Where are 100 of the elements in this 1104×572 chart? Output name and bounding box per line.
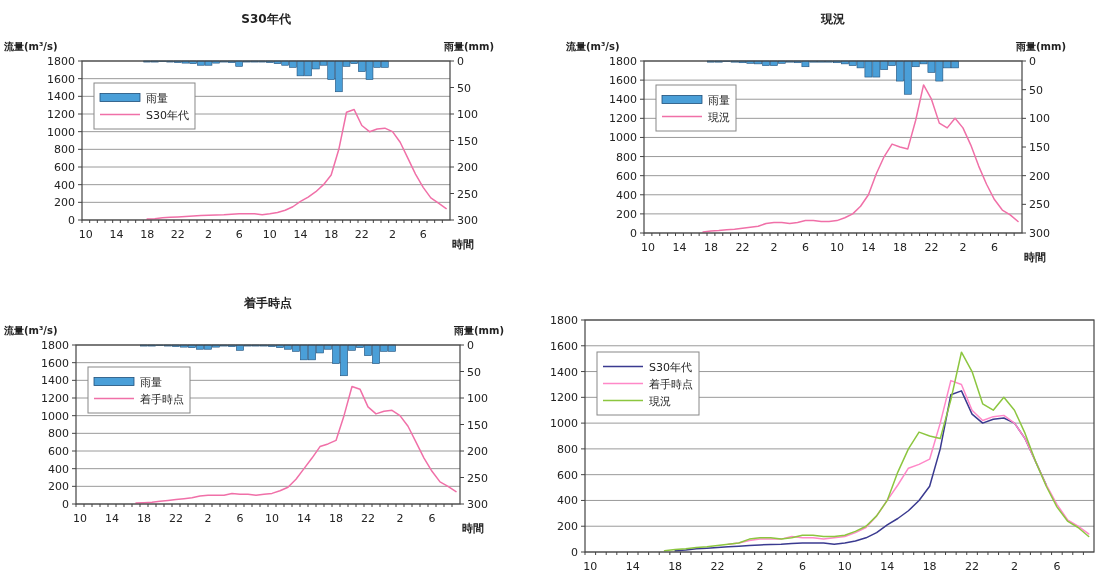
- y-tick-label: 1000: [47, 125, 75, 139]
- x-tick-label: 18: [892, 241, 907, 254]
- y2-tick-label: 300: [1029, 227, 1050, 240]
- x-tick-label: 10: [640, 241, 655, 254]
- y-tick-label: 1200: [550, 391, 578, 405]
- y-tick-label: 1200: [47, 108, 75, 121]
- x-tick-label: 2: [756, 560, 764, 572]
- y2-tick-label: 100: [457, 108, 478, 121]
- x-tick-label: 10: [583, 560, 598, 572]
- y-tick-label: 400: [557, 494, 578, 508]
- y2-tick-label: 100: [467, 392, 488, 405]
- x-tick-label: 14: [105, 512, 119, 525]
- x-tick-label: 6: [801, 241, 809, 254]
- y-tick-label: 1400: [550, 365, 578, 379]
- x-tick-label: 2: [204, 512, 212, 525]
- x-tick-label: 6: [419, 228, 427, 241]
- y2-tick-label: 0: [467, 339, 474, 352]
- y-tick-label: 1800: [47, 55, 75, 68]
- y-tick-label: 800: [48, 427, 69, 441]
- x-tick-label: 14: [672, 241, 687, 254]
- legend-label: 雨量: [140, 375, 162, 389]
- y-tick-label: 1600: [609, 74, 637, 88]
- y2-tick-label: 100: [1029, 112, 1050, 126]
- y-tick-label: 0: [630, 227, 637, 240]
- y2-tick-label: 200: [457, 161, 478, 174]
- y-tick-label: 1600: [47, 72, 75, 86]
- y-tick-label: 600: [616, 169, 637, 183]
- y-tick-label: 200: [48, 480, 69, 494]
- x-axis-title: 時間: [462, 522, 484, 535]
- x-tick-label: 10: [265, 512, 279, 525]
- x-tick-label: 10: [829, 241, 844, 254]
- y2-axis-title: 雨量(mm): [443, 41, 494, 52]
- x-tick-label: 2: [396, 512, 404, 525]
- x-tick-label: 22: [924, 241, 939, 254]
- y-tick-label: 600: [557, 468, 578, 482]
- y2-tick-label: 150: [467, 418, 488, 432]
- y-tick-label: 1600: [550, 339, 578, 353]
- y2-tick-label: 50: [457, 81, 471, 95]
- legend-label: 着手時点: [649, 377, 693, 391]
- y2-tick-label: 250: [1029, 198, 1050, 212]
- x-tick-label: 18: [324, 228, 339, 241]
- y2-axis-title: 雨量(mm): [1015, 41, 1066, 52]
- y2-tick-label: 250: [467, 471, 488, 485]
- y-tick-label: 1200: [609, 112, 637, 126]
- x-tick-label: 14: [880, 560, 895, 572]
- y-tick-label: 1400: [609, 93, 637, 107]
- y-tick-label: 800: [54, 143, 75, 157]
- y2-tick-label: 50: [467, 365, 481, 379]
- x-tick-label: 2: [205, 228, 212, 241]
- y-tick-label: 800: [616, 150, 637, 164]
- x-tick-label: 10: [837, 560, 852, 572]
- y-tick-label: 0: [571, 546, 578, 559]
- chart-title: 現況: [820, 12, 845, 26]
- x-axis-title: 時間: [452, 238, 474, 251]
- legend-label: 現況: [708, 110, 730, 124]
- y-tick-label: 1000: [609, 131, 637, 145]
- x-tick-label: 22: [361, 512, 375, 525]
- x-tick-label: 6: [990, 241, 998, 254]
- y2-tick-label: 300: [467, 498, 488, 511]
- x-tick-label: 18: [140, 228, 155, 241]
- x-tick-label: 18: [329, 512, 343, 525]
- x-tick-label: 18: [137, 512, 151, 525]
- x-tick-label: 10: [73, 512, 87, 525]
- x-tick-label: 14: [861, 241, 876, 254]
- y-tick-label: 1800: [41, 339, 69, 352]
- x-tick-label: 10: [262, 228, 277, 241]
- x-axis-title: 時間: [1024, 251, 1046, 264]
- x-tick-label: 14: [109, 228, 124, 241]
- y-tick-label: 1400: [47, 90, 75, 104]
- y-tick-label: 400: [616, 188, 637, 202]
- y2-tick-label: 200: [1029, 169, 1050, 183]
- x-tick-label: 14: [297, 512, 311, 525]
- x-tick-label: 22: [169, 512, 183, 525]
- y2-tick-label: 150: [1029, 141, 1050, 154]
- x-tick-label: 6: [428, 512, 436, 525]
- y-tick-label: 200: [557, 520, 578, 534]
- x-tick-label: 22: [965, 560, 980, 572]
- y-axis-title: 流量(m³/s): [565, 41, 620, 52]
- x-tick-label: 18: [922, 560, 937, 572]
- x-tick-label: 18: [668, 560, 683, 572]
- y-tick-label: 600: [54, 161, 75, 174]
- legend-label: 雨量: [146, 91, 168, 105]
- x-tick-label: 2: [1010, 560, 1018, 572]
- x-tick-label: 2: [770, 241, 778, 254]
- y2-tick-label: 200: [467, 445, 488, 458]
- y-axis-title: 流量(m³/s): [3, 325, 58, 336]
- y-tick-label: 1400: [41, 374, 69, 388]
- y-tick-label: 400: [54, 178, 75, 192]
- x-tick-label: 22: [170, 228, 185, 241]
- x-tick-label: 22: [735, 241, 750, 254]
- y-tick-label: 200: [54, 196, 75, 210]
- x-tick-label: 6: [236, 512, 244, 525]
- y2-tick-label: 50: [1029, 83, 1043, 97]
- x-tick-label: 6: [235, 228, 243, 241]
- y-axis-title: 流量(m³/s): [3, 41, 58, 52]
- y2-tick-label: 0: [1029, 55, 1036, 68]
- y2-tick-label: 150: [457, 134, 478, 148]
- x-tick-label: 2: [959, 241, 967, 254]
- chart-title: 着手時点: [243, 296, 292, 310]
- x-tick-label: 18: [703, 241, 718, 254]
